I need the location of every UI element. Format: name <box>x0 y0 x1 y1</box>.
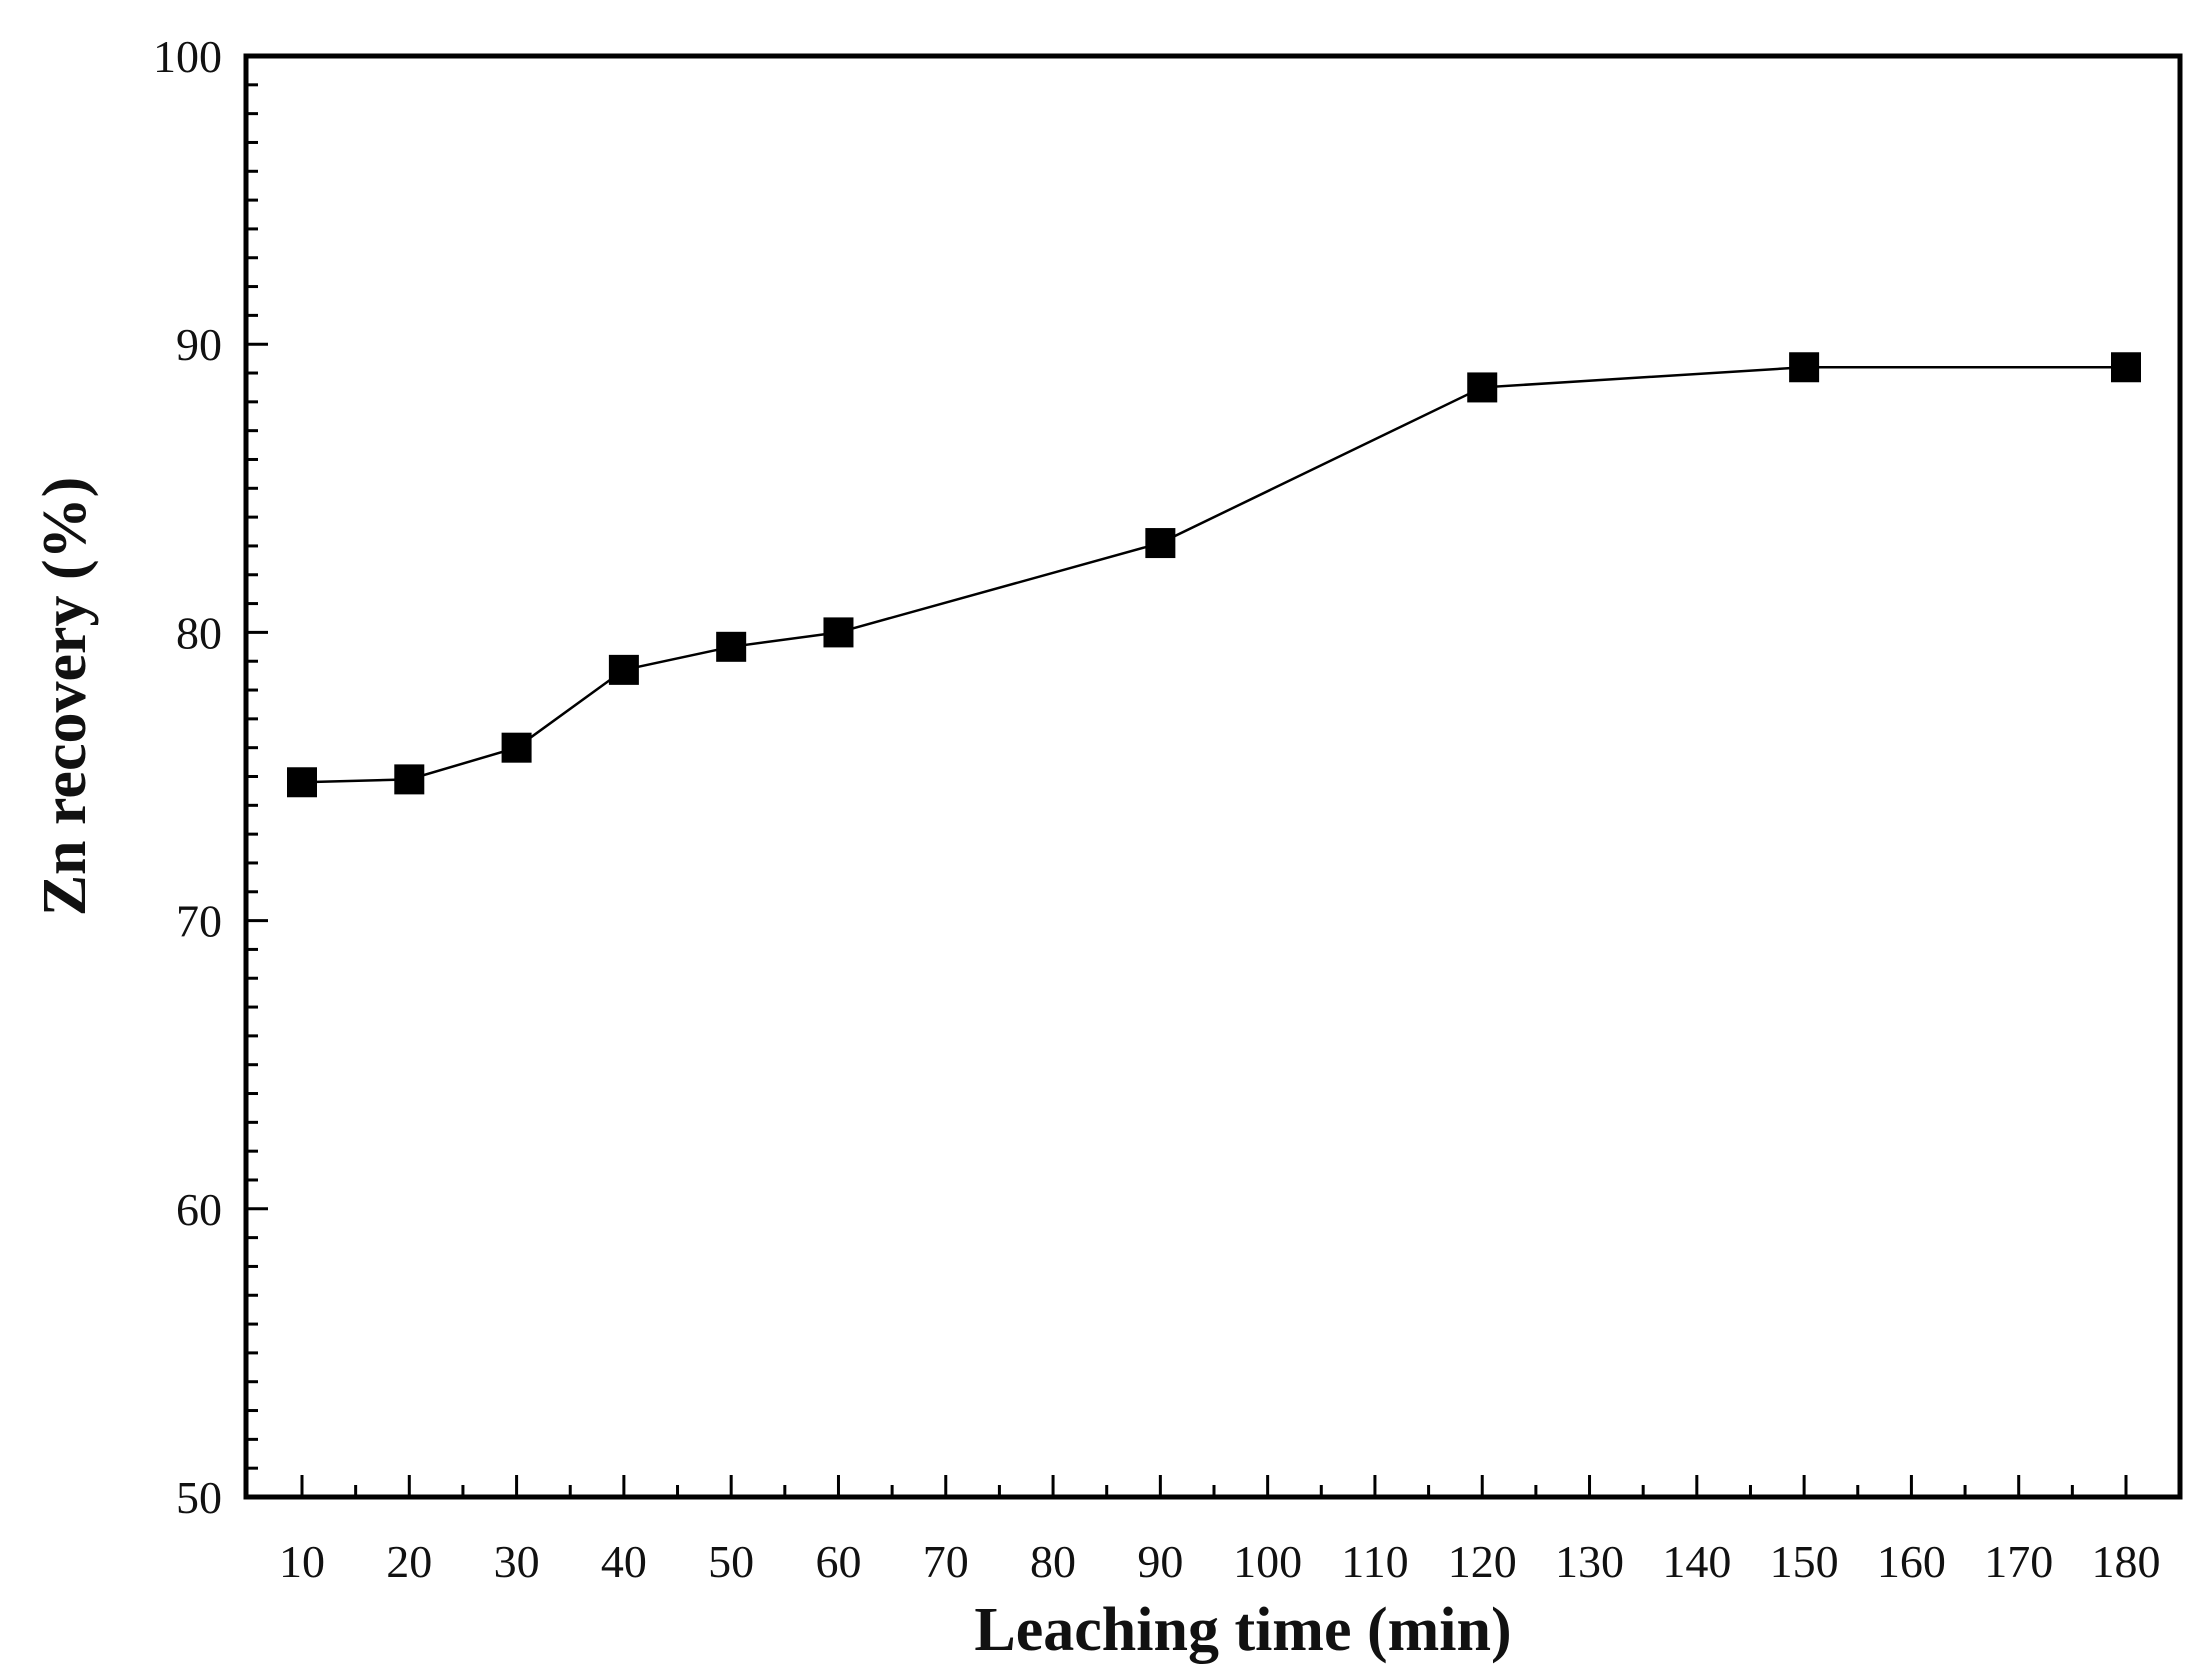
data-point-marker <box>716 631 747 662</box>
x-tick-label: 170 <box>1984 1536 2053 1587</box>
x-axis-title: Leaching time (min) <box>974 1596 1511 1664</box>
data-series <box>287 352 2141 798</box>
major-ticks <box>246 54 2128 1499</box>
y-tick-label: 80 <box>176 607 222 658</box>
x-tick-label: 160 <box>1877 1536 1946 1587</box>
x-tick-label: 70 <box>923 1536 969 1587</box>
x-tick-label: 110 <box>1341 1536 1408 1587</box>
data-point-marker <box>1789 352 1820 383</box>
series-line <box>301 366 2126 784</box>
x-tick-label: 30 <box>494 1536 540 1587</box>
data-point-marker <box>2111 352 2141 383</box>
data-point-marker <box>501 732 532 763</box>
x-tick-label: 50 <box>708 1536 754 1587</box>
x-tick-label: 20 <box>386 1536 432 1587</box>
y-axis-title: Zn recovery (%) <box>31 477 99 917</box>
minor-ticks <box>246 83 2074 1497</box>
x-tick-label: 150 <box>1770 1536 1839 1587</box>
plot-area-frame <box>243 53 2183 1500</box>
data-point-marker <box>608 654 639 685</box>
y-tick-label: 50 <box>176 1472 222 1523</box>
x-tick-label: 90 <box>1137 1536 1183 1587</box>
x-tick-label: 130 <box>1555 1536 1624 1587</box>
x-tick-label: 140 <box>1662 1536 1731 1587</box>
x-tick-label: 10 <box>279 1536 325 1587</box>
y-tick-label: 100 <box>153 31 222 82</box>
y-tick-label: 60 <box>176 1184 222 1235</box>
x-tick-label: 60 <box>815 1536 861 1587</box>
x-tick-label: 40 <box>601 1536 647 1587</box>
y-tick-label: 70 <box>176 896 222 947</box>
data-point-marker <box>1145 528 1176 559</box>
data-point-marker <box>823 617 854 648</box>
y-tick-label: 90 <box>176 319 222 370</box>
y-tick-labels: 50 60 70 80 90 100 <box>153 31 222 1523</box>
data-point-marker <box>1467 372 1498 403</box>
x-tick-label: 180 <box>2092 1536 2161 1587</box>
x-tick-labels: 10 20 30 40 50 60 70 80 90 100 110 120 130 140 150 160 1… <box>279 1536 2161 1587</box>
data-point-marker <box>394 764 425 795</box>
data-point-marker <box>287 767 317 798</box>
x-tick-label: 120 <box>1448 1536 1517 1587</box>
x-tick-label: 80 <box>1030 1536 1076 1587</box>
x-tick-label: 100 <box>1233 1536 1302 1587</box>
